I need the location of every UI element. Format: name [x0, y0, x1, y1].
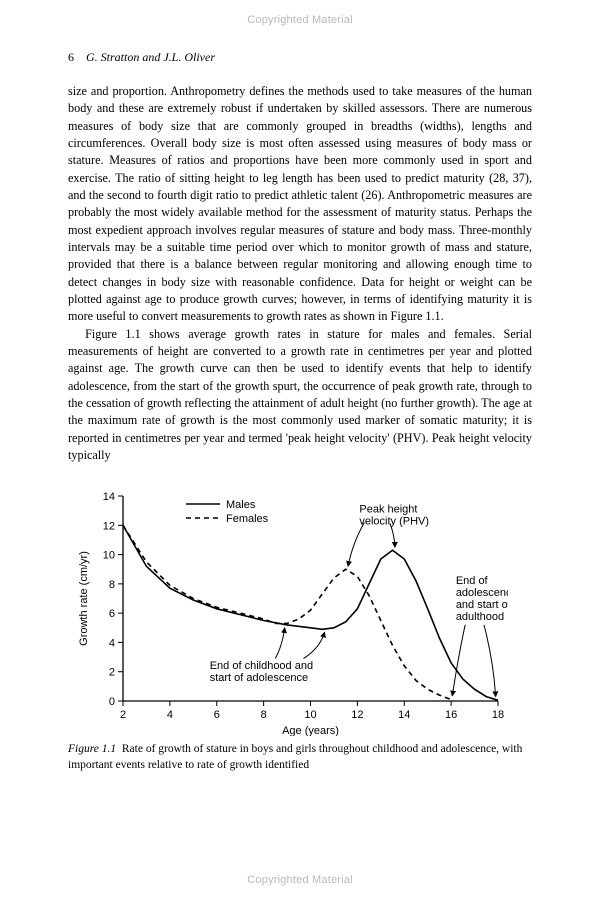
- svg-text:Females: Females: [226, 513, 269, 525]
- svg-text:End of: End of: [456, 575, 489, 587]
- svg-text:12: 12: [351, 709, 363, 721]
- svg-text:10: 10: [103, 550, 115, 562]
- body-paragraph-2: Figure 1.1 shows average growth rates in…: [68, 326, 532, 465]
- svg-text:14: 14: [398, 709, 410, 721]
- running-head: 6 G. Stratton and J.L. Oliver: [68, 50, 532, 65]
- svg-text:Peak height: Peak height: [359, 504, 417, 516]
- growth-rate-chart: 2468101214161802468101214Age (years)Grow…: [68, 486, 508, 736]
- svg-text:4: 4: [109, 638, 115, 650]
- svg-text:2: 2: [120, 709, 126, 721]
- figure-caption: Figure 1.1 Rate of growth of stature in …: [68, 742, 532, 773]
- figure-caption-label: Figure 1.1: [68, 743, 116, 755]
- watermark-bottom: Copyrighted Material: [0, 874, 600, 886]
- svg-text:and start of: and start of: [456, 599, 508, 611]
- figure-1-1: 2468101214161802468101214Age (years)Grow…: [68, 486, 532, 773]
- svg-text:End of childhood and: End of childhood and: [210, 660, 313, 672]
- page-content: 6 G. Stratton and J.L. Oliver size and pr…: [0, 0, 600, 833]
- svg-text:Males: Males: [226, 499, 256, 511]
- svg-text:adolescence: adolescence: [456, 587, 508, 599]
- svg-text:8: 8: [261, 709, 267, 721]
- body-paragraph-1: size and proportion. Anthropometry defin…: [68, 83, 532, 326]
- svg-text:10: 10: [304, 709, 316, 721]
- svg-text:2: 2: [109, 667, 115, 679]
- svg-text:6: 6: [109, 608, 115, 620]
- svg-text:4: 4: [167, 709, 173, 721]
- header-authors: G. Stratton and J.L. Oliver: [86, 50, 215, 64]
- svg-text:8: 8: [109, 579, 115, 591]
- svg-text:6: 6: [214, 709, 220, 721]
- watermark-top: Copyrighted Material: [0, 14, 600, 26]
- svg-text:14: 14: [103, 491, 115, 503]
- page-number: 6: [68, 50, 74, 64]
- svg-text:16: 16: [445, 709, 457, 721]
- svg-text:Growth rate (cm/yr): Growth rate (cm/yr): [78, 551, 90, 646]
- svg-text:start of adolescence: start of adolescence: [210, 672, 308, 684]
- svg-text:Age (years): Age (years): [282, 725, 339, 736]
- svg-text:18: 18: [492, 709, 504, 721]
- svg-text:velocity (PHV): velocity (PHV): [359, 516, 429, 528]
- svg-text:12: 12: [103, 521, 115, 533]
- svg-text:0: 0: [109, 696, 115, 708]
- figure-caption-text: Rate of growth of stature in boys and gi…: [68, 743, 522, 771]
- svg-text:adulthood: adulthood: [456, 611, 504, 623]
